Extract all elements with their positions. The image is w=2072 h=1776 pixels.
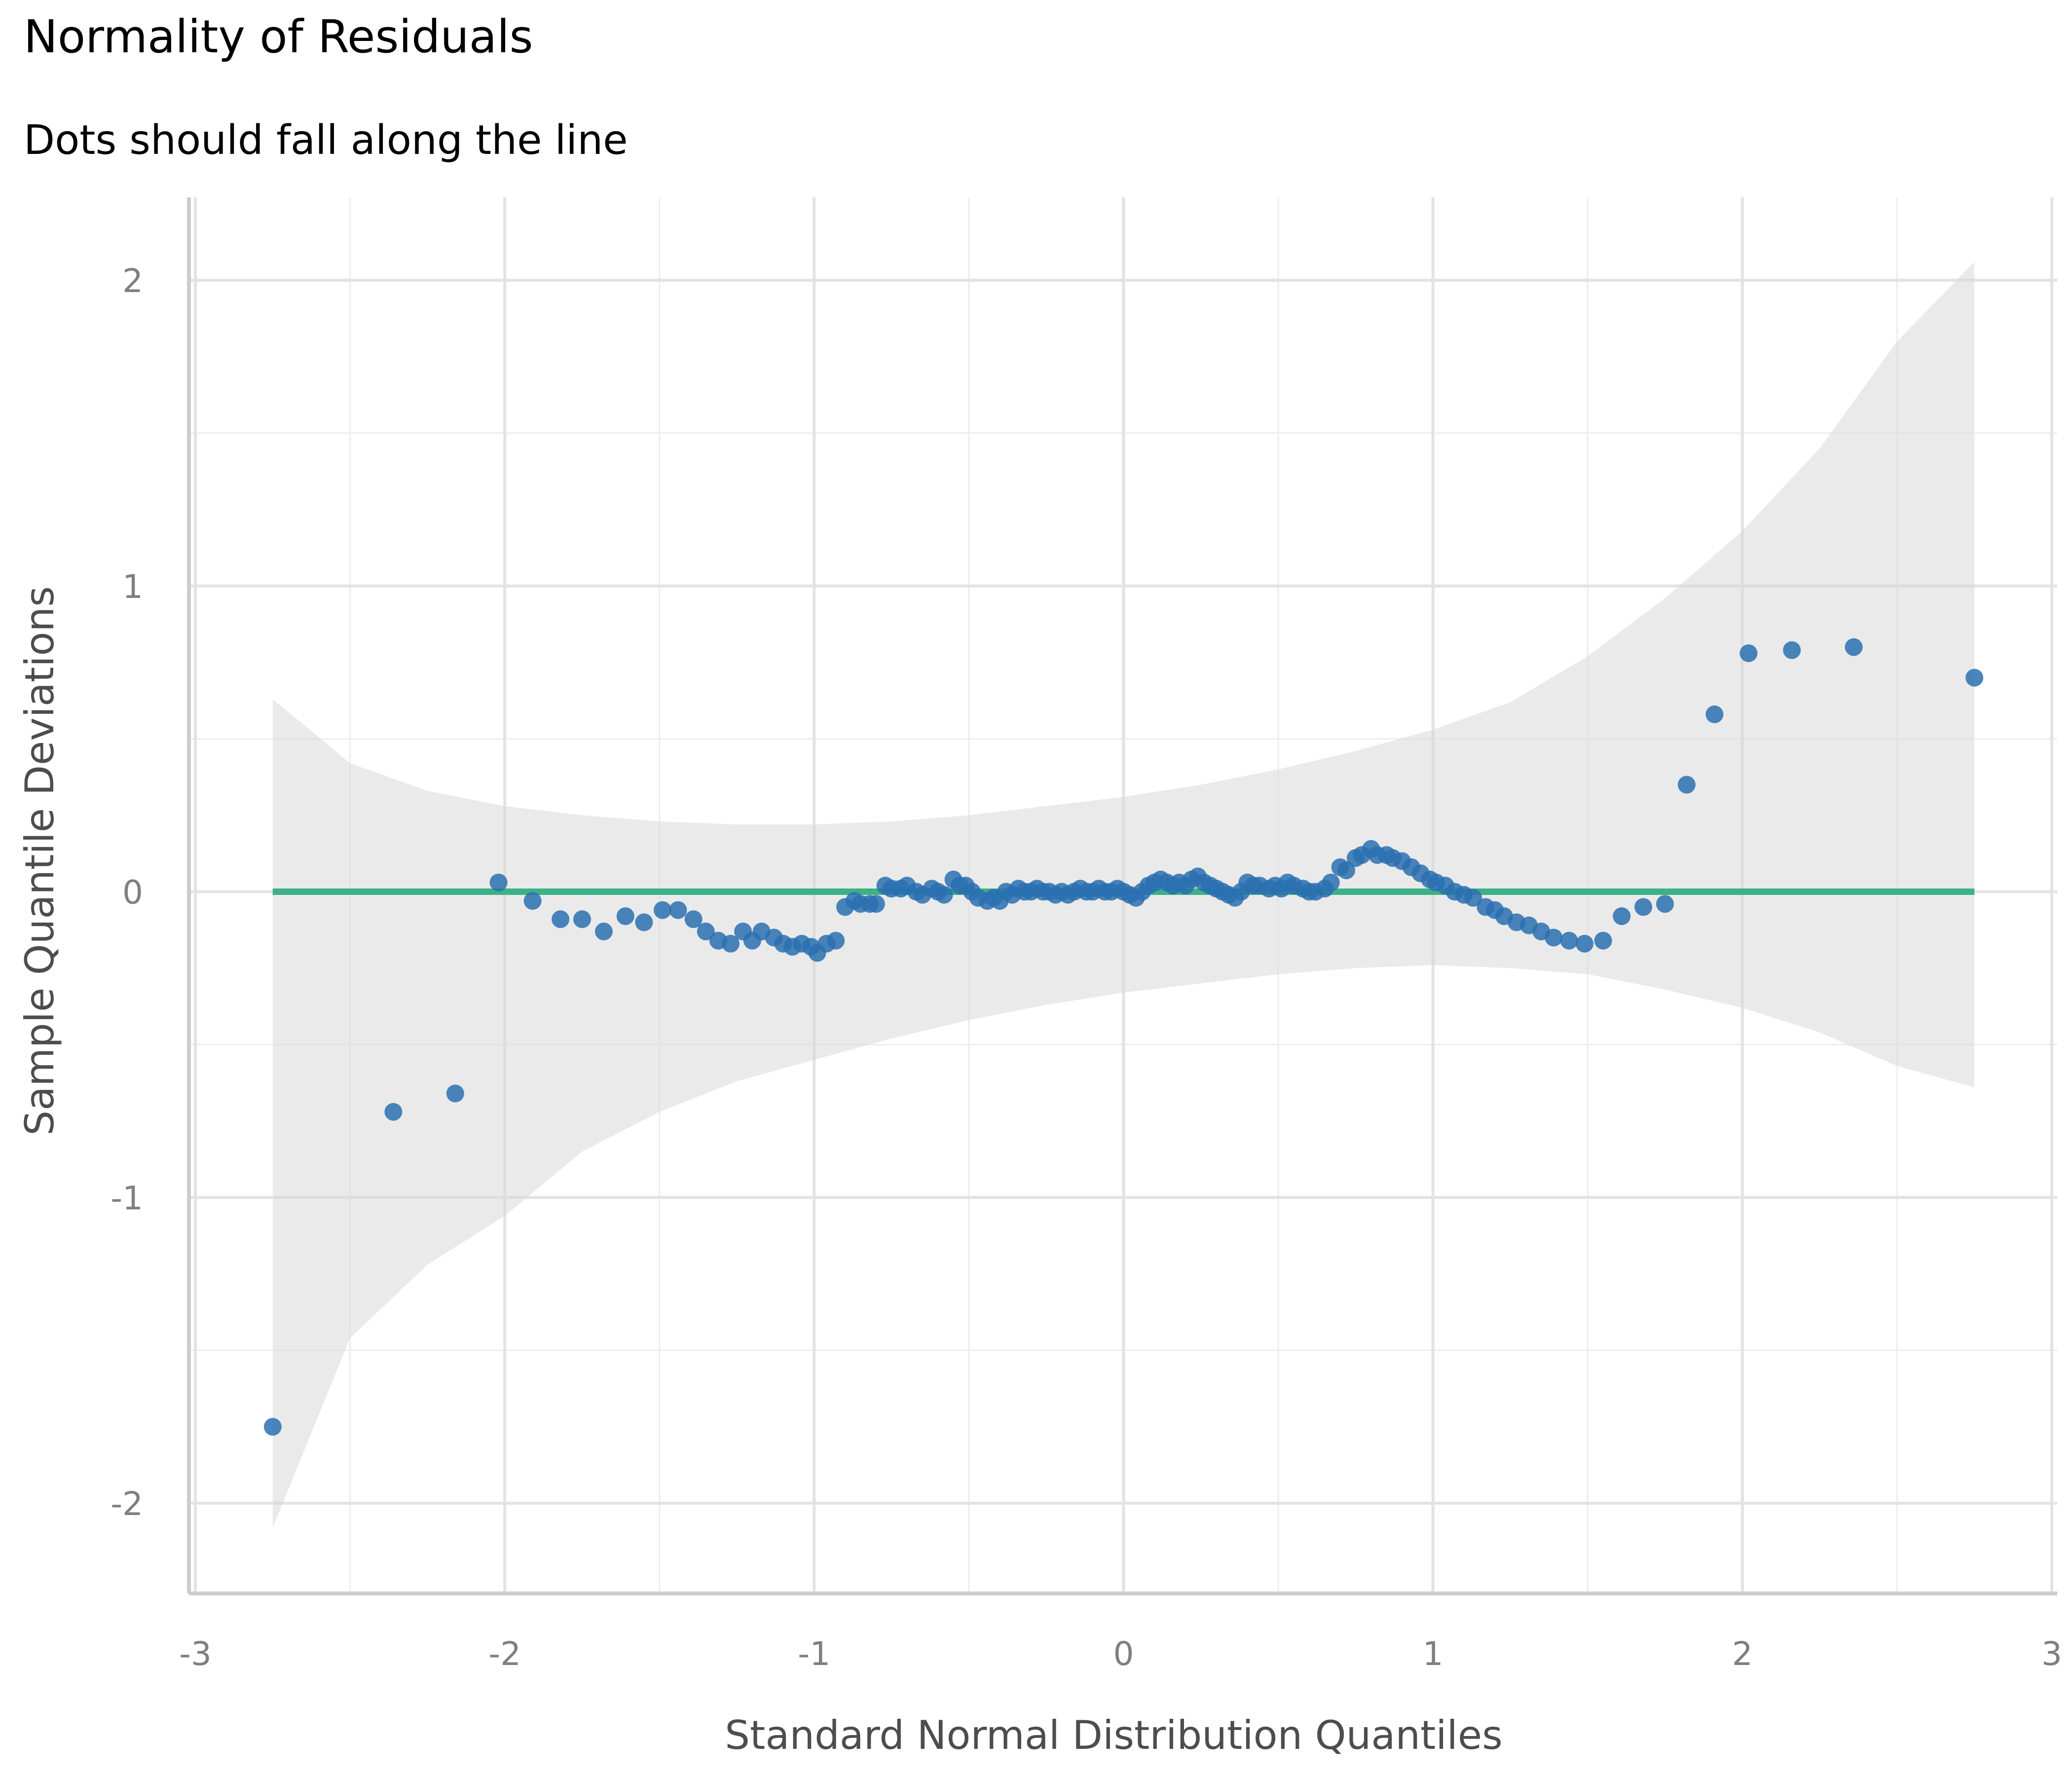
data-point (722, 934, 740, 953)
chart-subtitle: Dots should fall along the line (24, 117, 628, 164)
data-point (1965, 668, 1984, 687)
data-point (1613, 907, 1631, 925)
data-point (573, 910, 591, 928)
x-tick-label: 1 (1423, 1635, 1443, 1673)
y-tick-label: 0 (122, 874, 143, 912)
data-point (867, 895, 885, 913)
x-tick-label: 0 (1113, 1635, 1134, 1673)
data-points (263, 638, 1984, 1436)
data-point (616, 907, 634, 925)
data-point (263, 1418, 282, 1436)
chart-title: Normality of Residuals (24, 10, 533, 63)
data-point (827, 931, 845, 950)
data-point (1677, 776, 1696, 794)
data-point (1560, 931, 1578, 950)
data-point (1322, 873, 1340, 891)
data-point (1739, 644, 1758, 663)
data-point (1783, 641, 1801, 659)
data-point (1545, 928, 1563, 947)
data-point (669, 901, 687, 919)
y-tick-labels: -2 -1 0 1 2 (111, 262, 143, 1523)
y-tick-label: -1 (111, 1179, 143, 1217)
data-point (697, 923, 715, 941)
data-point (635, 913, 653, 931)
data-point (446, 1084, 464, 1103)
data-point (1705, 705, 1724, 723)
y-tick-label: 1 (122, 568, 143, 606)
data-point (523, 892, 542, 910)
x-tick-label: -1 (798, 1635, 830, 1673)
x-tick-label: 2 (1732, 1635, 1753, 1673)
data-point (1845, 638, 1863, 656)
data-point (552, 910, 570, 928)
data-point (935, 886, 953, 904)
axes (187, 197, 2057, 1595)
data-point (594, 923, 613, 941)
x-axis-title: Standard Normal Distribution Quantiles (725, 1712, 1503, 1758)
data-point (1464, 888, 1482, 907)
y-tick-label: 2 (122, 262, 143, 300)
data-point (1634, 898, 1653, 916)
x-tick-label: 3 (2041, 1635, 2062, 1673)
x-tick-label: -3 (179, 1635, 212, 1673)
data-point (1594, 931, 1612, 950)
x-tick-label: -2 (488, 1635, 521, 1673)
data-point (684, 910, 703, 928)
data-point (1337, 861, 1356, 880)
data-point (1576, 934, 1593, 953)
data-point (384, 1103, 403, 1121)
data-point (654, 901, 671, 919)
y-tick-label: -2 (111, 1485, 143, 1523)
y-axis-title: Sample Quantile Deviations (17, 586, 63, 1136)
x-tick-labels: -3 -2 -1 0 1 2 3 (179, 1635, 2062, 1673)
data-point (1656, 895, 1674, 913)
data-point (489, 873, 508, 891)
